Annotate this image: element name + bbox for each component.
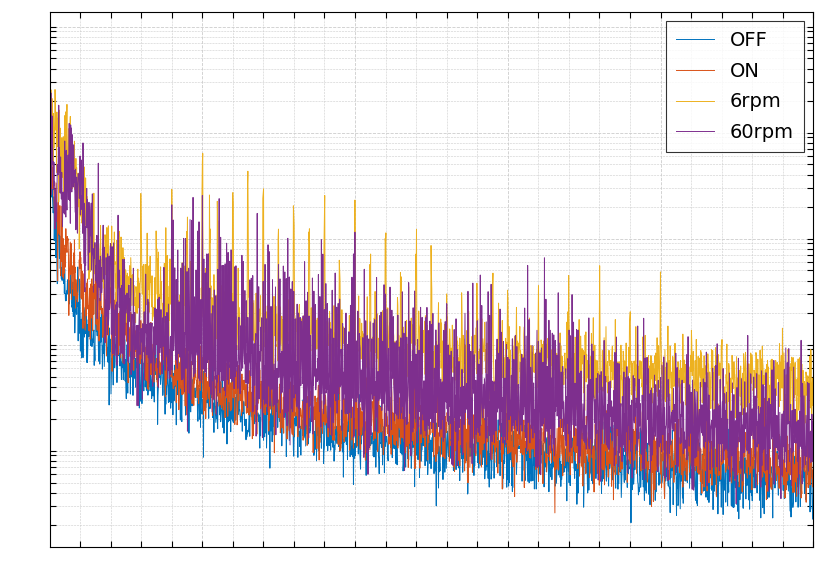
6rpm	[427, 286, 437, 293]
60rpm	[45, 85, 55, 92]
Line: OFF: OFF	[50, 69, 813, 523]
60rpm	[440, 421, 450, 428]
6rpm	[779, 441, 788, 448]
60rpm	[731, 501, 741, 508]
Line: 60rpm: 60rpm	[50, 88, 813, 504]
ON	[427, 418, 437, 425]
ON	[266, 406, 276, 413]
OFF	[626, 519, 636, 526]
6rpm	[608, 343, 618, 350]
6rpm	[440, 365, 450, 372]
Legend: OFF, ON, 6rpm, 60rpm: OFF, ON, 6rpm, 60rpm	[666, 22, 803, 152]
OFF	[808, 437, 818, 444]
ON	[442, 429, 452, 436]
ON	[440, 455, 450, 462]
60rpm	[808, 443, 818, 450]
OFF	[440, 469, 450, 475]
60rpm	[442, 300, 452, 307]
ON	[45, 46, 55, 53]
60rpm	[337, 386, 347, 393]
6rpm	[808, 394, 818, 401]
6rpm	[45, 33, 55, 40]
60rpm	[427, 321, 437, 328]
OFF	[45, 65, 55, 72]
Line: ON: ON	[50, 49, 813, 513]
60rpm	[607, 427, 617, 434]
Line: 6rpm: 6rpm	[50, 36, 813, 445]
6rpm	[442, 312, 452, 319]
OFF	[442, 448, 452, 455]
6rpm	[337, 330, 347, 337]
OFF	[266, 410, 276, 417]
ON	[550, 509, 560, 516]
OFF	[427, 445, 437, 452]
ON	[337, 428, 347, 435]
6rpm	[45, 58, 55, 65]
ON	[608, 436, 618, 443]
ON	[808, 456, 818, 463]
6rpm	[266, 320, 276, 327]
OFF	[337, 406, 347, 413]
60rpm	[266, 367, 276, 374]
OFF	[607, 469, 617, 475]
